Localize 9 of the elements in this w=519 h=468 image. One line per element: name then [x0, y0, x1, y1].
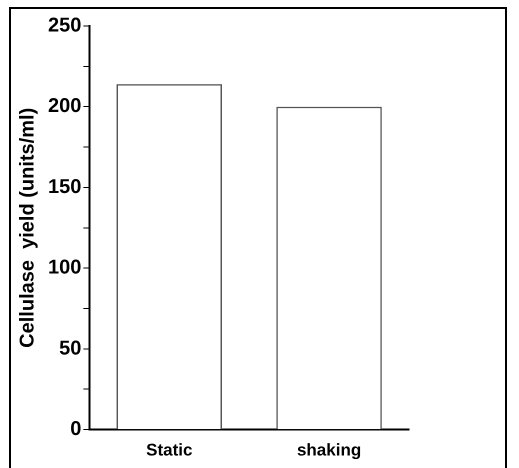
y-tick-label: 0 [70, 418, 82, 440]
y-tick-label: 200 [48, 95, 82, 118]
x-tick-label: Static [146, 440, 192, 460]
y-tick-label: 50 [59, 337, 82, 360]
y-tick-label: 150 [48, 176, 82, 198]
y-axis-title: Cellulase yield (units/ml) [16, 108, 39, 348]
y-tick-label: 100 [48, 256, 82, 279]
y-tick-label: 250 [48, 14, 82, 37]
x-tick-label: shaking [296, 440, 362, 460]
